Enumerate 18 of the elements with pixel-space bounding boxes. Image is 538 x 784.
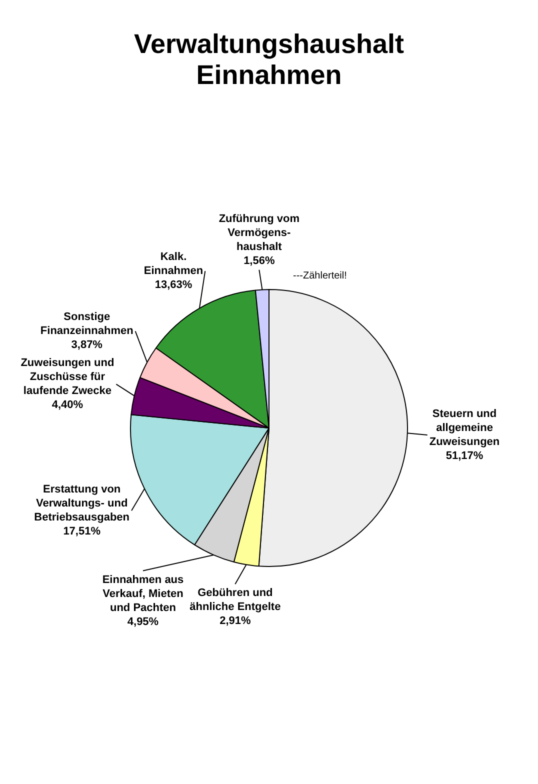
data-label: 13,63% bbox=[154, 279, 192, 292]
data-label: 51,17% bbox=[446, 450, 484, 462]
data-label: 4,40% bbox=[52, 399, 84, 412]
slice-label: Sonstige Finanzeinnahmen bbox=[40, 311, 134, 338]
chart-title: Verwaltungshaushalt Einnahmen bbox=[134, 28, 404, 90]
data-label: 3,87% bbox=[71, 339, 103, 352]
slice-label: Steuern und allgemeine Zuweisungen bbox=[429, 408, 500, 448]
data-label: 4,95% bbox=[127, 616, 159, 628]
text: ---Zählerteil! bbox=[293, 270, 347, 282]
slice-label: Zuweisungen und Zuschüsse für laufende Zwecke bbox=[20, 357, 114, 398]
slice-label: Erstattung von Verwaltungs- und Betriebsausgaben bbox=[34, 484, 130, 524]
data-label: 1,56% bbox=[244, 254, 275, 267]
slice-label: Einnahmen aus Verkauf, Mieten und Pachten bbox=[102, 574, 184, 614]
slice-label: Kalk. Einnahmen bbox=[144, 251, 204, 278]
slice-label: Gebühren und ähnliche Entgelte bbox=[190, 587, 281, 614]
data-label: 2,91% bbox=[220, 615, 251, 628]
data-label: 17,51% bbox=[63, 526, 101, 538]
slice-label: Zuführung vom Vermögens- haushalt bbox=[218, 212, 300, 253]
